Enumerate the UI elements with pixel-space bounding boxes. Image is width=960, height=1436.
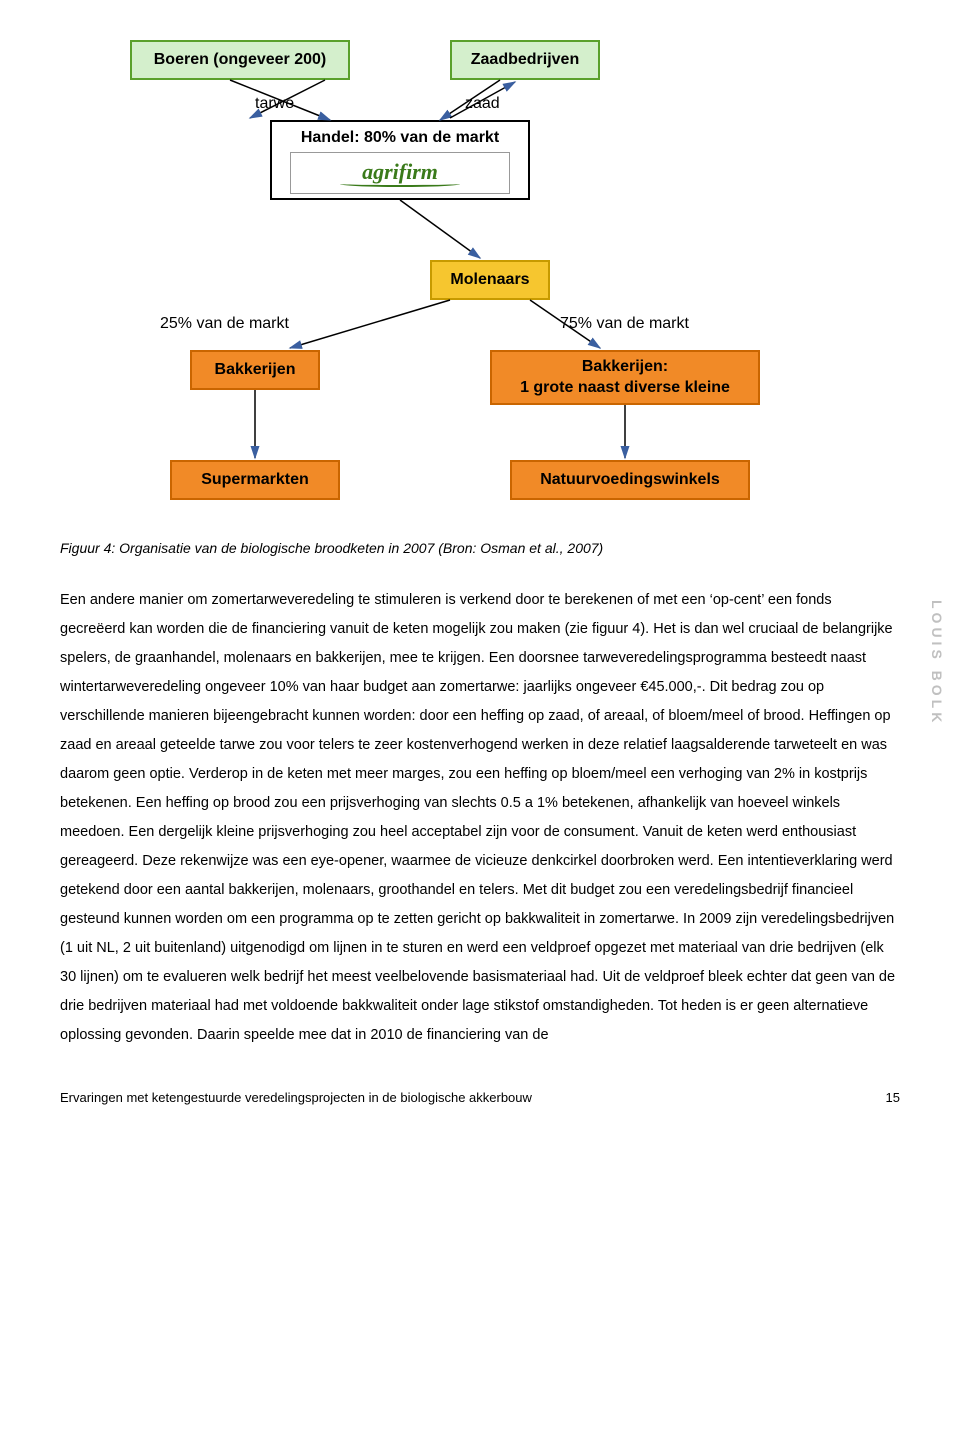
body-paragraph: Een andere manier om zomertarweveredelin… xyxy=(60,586,900,1050)
node-boeren-label: Boeren (ongeveer 200) xyxy=(154,50,327,71)
footer-title: Ervaringen met ketengestuurde veredeling… xyxy=(60,1090,532,1105)
node-boeren: Boeren (ongeveer 200) xyxy=(130,40,350,80)
label-75pct: 75% van de markt xyxy=(560,315,689,333)
louis-bolk-side-logo: LOUIS BOLK xyxy=(929,600,945,726)
node-bakkerijen-left-label: Bakkerijen xyxy=(215,360,296,381)
node-natuurvoeding-label: Natuurvoedingswinkels xyxy=(540,470,720,491)
label-tarwe: tarwe xyxy=(255,95,294,113)
label-zaad: zaad xyxy=(465,95,500,113)
agrifirm-swoosh-icon xyxy=(340,181,460,187)
supply-chain-diagram: Boeren (ongeveer 200) Zaadbedrijven tarw… xyxy=(130,40,830,520)
node-molenaars-label: Molenaars xyxy=(450,270,529,291)
node-zaadbedrijven: Zaadbedrijven xyxy=(450,40,600,80)
page-number: 15 xyxy=(886,1090,900,1105)
node-natuurvoeding: Natuurvoedingswinkels xyxy=(510,460,750,500)
figure-caption: Figuur 4: Organisatie van de biologische… xyxy=(60,540,900,556)
node-bakkerijen-left: Bakkerijen xyxy=(190,350,320,390)
node-handel-label: Handel: 80% van de markt xyxy=(301,128,499,149)
agrifirm-logo: agrifirm xyxy=(290,152,510,194)
node-bakkerijen-right: Bakkerijen: 1 grote naast diverse kleine xyxy=(490,350,760,405)
label-25pct: 25% van de markt xyxy=(160,315,289,333)
node-zaadbedrijven-label: Zaadbedrijven xyxy=(471,50,579,71)
node-bakkerijen-right-label: Bakkerijen: 1 grote naast diverse kleine xyxy=(520,357,730,399)
node-supermarkten: Supermarkten xyxy=(170,460,340,500)
node-molenaars: Molenaars xyxy=(430,260,550,300)
node-supermarkten-label: Supermarkten xyxy=(201,470,309,491)
page-footer: Ervaringen met ketengestuurde veredeling… xyxy=(60,1090,900,1105)
